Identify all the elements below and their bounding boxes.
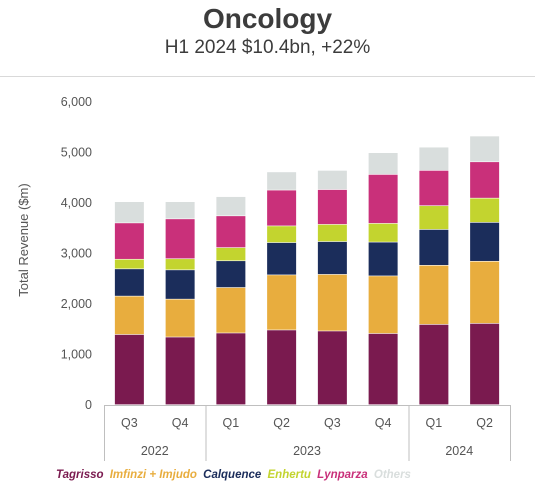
y-axis-label: Total Revenue ($m) [16, 183, 31, 296]
x-tick-label: Q1 [223, 416, 240, 430]
bar-segment [165, 270, 195, 299]
legend: Tagrisso Imfinzi + Imjudo Calquence Enhe… [56, 469, 414, 481]
chart-subtitle: H1 2024 $10.4bn, +22% [164, 37, 371, 58]
bar-segment [317, 170, 347, 190]
bar-segment [317, 224, 347, 242]
x-group-label: 2023 [293, 444, 321, 458]
bar-segment [470, 162, 500, 198]
y-tick-label: 5,000 [61, 146, 92, 160]
x-tick-label: Q3 [121, 416, 138, 430]
x-tick-label: Q2 [476, 416, 493, 430]
bar-segment [368, 153, 398, 175]
bar-segment [368, 333, 398, 405]
bar-segment [419, 170, 449, 206]
y-tick-label: 0 [85, 398, 92, 412]
bar-segment [419, 265, 449, 325]
bar-segment [470, 136, 500, 162]
bar-segment [216, 261, 246, 288]
bar-segment [216, 196, 246, 216]
bar-segment [267, 172, 297, 190]
bar-segment [470, 261, 500, 324]
bar-segment [114, 334, 144, 405]
legend-item-calquence: Calquence [203, 469, 262, 481]
bar-segment [165, 337, 195, 405]
x-group-label: 2022 [141, 444, 169, 458]
bar-segment [368, 223, 398, 242]
bar-segment [216, 333, 246, 405]
x-tick-label: Q4 [172, 416, 189, 430]
bar-segment [165, 299, 195, 337]
chart-title: Oncology [202, 3, 333, 34]
legend-item-enhertu: Enhertu [267, 469, 311, 481]
bar-segment [419, 324, 449, 405]
bar-segment [114, 259, 144, 269]
bar-segment [216, 247, 246, 261]
legend-item-others: Others [373, 469, 411, 481]
y-tick-label: 2,000 [61, 297, 92, 311]
bar-segment [317, 274, 347, 331]
bar-segment [419, 147, 449, 171]
bar-segment [317, 189, 347, 225]
bar-segment [419, 229, 449, 266]
bar-segment [267, 226, 297, 243]
bar-segment [267, 330, 297, 405]
bar-segment [317, 331, 347, 405]
legend-item-tagrisso: Tagrisso [56, 469, 104, 481]
bar-segment [114, 201, 144, 223]
y-tick-label: 4,000 [61, 196, 92, 210]
bar-segment [165, 259, 195, 270]
y-tick-label: 6,000 [61, 95, 92, 109]
bar-segment [216, 216, 246, 248]
bar-segment [368, 174, 398, 224]
bar-segment [114, 223, 144, 259]
bar-segment [470, 323, 500, 405]
bar-segment [368, 276, 398, 334]
x-tick-label: Q1 [426, 416, 443, 430]
y-tick-label: 3,000 [61, 247, 92, 261]
bar-segment [267, 242, 297, 275]
bar-segment [419, 206, 449, 230]
legend-item-imfinzi-imjudo: Imfinzi + Imjudo [109, 469, 197, 481]
bar-segment [165, 219, 195, 259]
bar-segment [317, 241, 347, 275]
bar-segment [368, 242, 398, 276]
x-tick-label: Q4 [375, 416, 392, 430]
bar-segment [470, 198, 500, 223]
bar-segment [165, 201, 195, 219]
bar-segment [267, 275, 297, 330]
x-group-label: 2024 [445, 444, 473, 458]
legend-item-lynparza: Lynparza [317, 469, 368, 481]
bar-segment [267, 190, 297, 226]
bar-segment [114, 269, 144, 296]
bar-segment [216, 287, 246, 333]
x-tick-label: Q2 [273, 416, 290, 430]
x-tick-label: Q3 [324, 416, 341, 430]
title-divider [0, 76, 535, 77]
y-tick-label: 1,000 [61, 348, 92, 362]
bar-segment [114, 296, 144, 335]
bar-segment [470, 222, 500, 261]
